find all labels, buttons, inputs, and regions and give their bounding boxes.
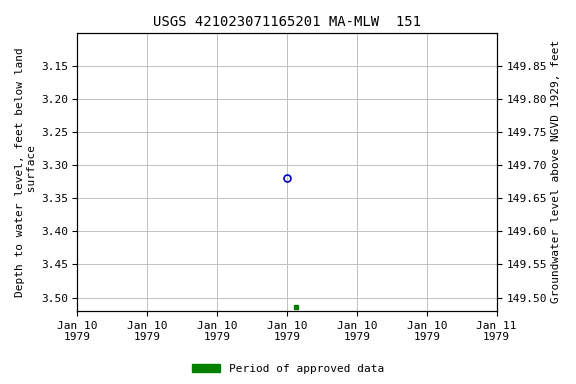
Y-axis label: Groundwater level above NGVD 1929, feet: Groundwater level above NGVD 1929, feet [551, 40, 561, 303]
Y-axis label: Depth to water level, feet below land
 surface: Depth to water level, feet below land su… [15, 47, 37, 297]
Title: USGS 421023071165201 MA-MLW  151: USGS 421023071165201 MA-MLW 151 [153, 15, 421, 29]
Legend: Period of approved data: Period of approved data [188, 359, 388, 379]
